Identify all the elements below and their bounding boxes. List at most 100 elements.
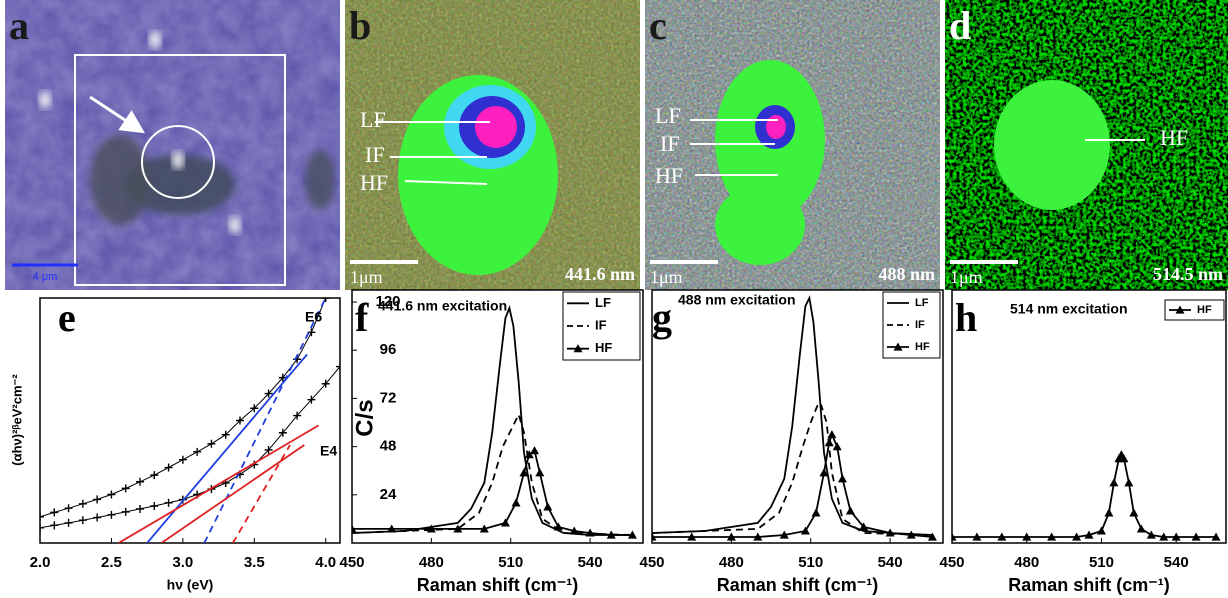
marker: [627, 530, 637, 539]
marker: [1129, 508, 1139, 517]
marker: [93, 495, 102, 504]
marker: [500, 518, 510, 527]
marker: [164, 498, 173, 507]
series-line: [652, 400, 933, 536]
legend-label: HF: [595, 340, 612, 355]
panel-label: f: [355, 295, 369, 340]
marker: [236, 416, 244, 425]
marker: [859, 522, 869, 531]
plot-frame: [951, 289, 1227, 544]
marker: [824, 438, 834, 447]
marker: [307, 328, 316, 337]
annotation: HF: [360, 170, 388, 195]
marker: [307, 395, 316, 404]
plot-frame: [39, 297, 341, 544]
marker: [278, 428, 287, 437]
marker: [1146, 530, 1156, 539]
marker: [40, 512, 44, 521]
y-tick-label: 96: [380, 341, 397, 358]
marker: [78, 516, 87, 525]
chart: 2.0 2.5 3.0 3.5 4.0 E6 E4 e hν (eV) (αhν)²ᵝeV²cm⁻…: [9, 295, 341, 593]
legend-label: IF: [595, 317, 607, 332]
marker: [93, 513, 102, 522]
marker: [426, 524, 436, 533]
series-label: E4: [320, 443, 337, 459]
arrow: [89, 95, 146, 134]
legend-label: LF: [915, 297, 929, 309]
feature: [305, 150, 335, 210]
panel-label: g: [652, 295, 672, 340]
annotation: LF: [360, 107, 386, 132]
panel-label: a: [9, 3, 29, 48]
scale-bar-label: 1μm: [950, 267, 983, 287]
legend-box: [1164, 299, 1225, 321]
hf-region: [994, 80, 1110, 210]
annotation-line: [404, 180, 488, 185]
x-tick-label: 540: [1164, 554, 1189, 571]
x-tick-label: 510: [1089, 554, 1114, 571]
marker: [606, 530, 616, 539]
annotation: LF: [655, 103, 681, 128]
legend-marker: [1175, 305, 1185, 314]
x-tick-label: 4.0: [315, 554, 336, 571]
series-line: [652, 295, 933, 536]
x-tick-label: 3.0: [172, 554, 193, 571]
series-line: [40, 366, 340, 529]
marker: [321, 379, 330, 388]
legend-label: HF: [915, 341, 930, 353]
x-tick-label: 480: [1014, 554, 1039, 571]
marker: [164, 463, 173, 472]
marker: [1096, 526, 1106, 535]
marker: [1124, 478, 1134, 487]
x-tick-label: 2.0: [30, 554, 51, 571]
x-tick-label: 540: [578, 554, 603, 571]
panel-label: d: [949, 3, 971, 48]
marker: [811, 508, 821, 517]
series-label: E6: [305, 309, 322, 325]
x-tick-label: 450: [939, 554, 964, 571]
feature: [90, 135, 150, 225]
marker: [687, 532, 697, 541]
legend-label: LF: [595, 295, 611, 310]
wavelength: 514.5 nm: [1153, 264, 1223, 284]
x-axis-label: Raman shift (cm⁻¹): [417, 575, 579, 595]
marker: [121, 484, 130, 493]
marker: [906, 530, 916, 539]
panel-label: e: [58, 295, 76, 340]
marker: [569, 526, 579, 535]
marker: [136, 504, 144, 513]
panel-label: h: [955, 295, 977, 340]
marker: [511, 498, 521, 507]
x-tick-label: 540: [878, 554, 903, 571]
marker: [1211, 532, 1221, 541]
legend-label: IF: [915, 319, 925, 331]
marker: [553, 522, 563, 531]
series-line: [352, 305, 633, 536]
legend-marker: [573, 344, 583, 353]
feature: [125, 155, 235, 215]
scale-bar-label: 1μm: [350, 267, 383, 287]
chart: 450 480 510 540 24 48 72 96 120 LF IF HF 441.6 nm ex…: [339, 289, 644, 595]
particle: [149, 31, 161, 49]
x-tick-label: 450: [639, 554, 664, 571]
plot-area: [952, 450, 1221, 541]
panel-label: b: [349, 3, 371, 48]
marker: [1119, 454, 1129, 463]
marker: [207, 439, 216, 448]
y-tick-label: 24: [380, 486, 397, 503]
marker: [1104, 508, 1114, 517]
marker: [885, 528, 895, 537]
x-tick-label: 480: [419, 554, 444, 571]
marker: [387, 524, 397, 533]
wavelength: 441.6 nm: [565, 264, 635, 284]
marker: [827, 430, 837, 439]
x-tick-label: 510: [498, 554, 523, 571]
roi-box: [74, 54, 286, 286]
series-line: [352, 412, 633, 536]
scale-bar-label: 1μm: [650, 267, 683, 287]
series-line: [232, 444, 291, 543]
marker: [150, 502, 159, 511]
lf-region: [766, 115, 786, 139]
marker: [352, 524, 357, 533]
marker: [50, 521, 59, 530]
